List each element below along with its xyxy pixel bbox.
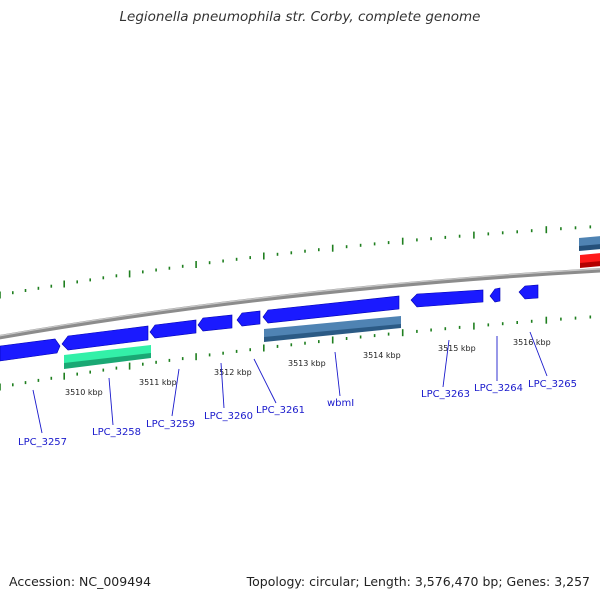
gene-lpc-3259-arrow[interactable]	[149, 319, 197, 339]
feature-red-right[interactable]	[580, 253, 600, 268]
gene-label-lpc-3257[interactable]: LPC_3257	[18, 437, 67, 448]
scale-label: 3513 kbp	[288, 359, 326, 368]
gene-wbmi-arrow[interactable]	[262, 295, 400, 324]
scale-label: 3515 kbp	[438, 344, 476, 353]
scale-label: 3510 kbp	[65, 388, 103, 397]
scale-label: 3516 kbp	[513, 338, 551, 347]
gc-skew-outer-ticks	[0, 225, 592, 299]
gene-lpc-3257-arrow[interactable]	[0, 338, 61, 362]
gene-lpc-3263-arrow[interactable]	[410, 289, 484, 308]
feature-steelblue-right[interactable]	[579, 236, 600, 251]
scale-label: 3514 kbp	[363, 351, 401, 360]
gene-labels: LPC_3257 LPC_3258 LPC_3259 LPC_3260 LPC_…	[18, 379, 577, 448]
gene-label-lpc-3261[interactable]: LPC_3261	[256, 405, 305, 416]
accession-text: Accession: NC_009494	[9, 574, 152, 589]
gene-lpc-3260-arrow[interactable]	[197, 314, 233, 332]
topology-text: Topology: circular; Length: 3,576,470 bp…	[246, 574, 590, 589]
cds-track	[0, 284, 539, 362]
gene-label-lpc-3263[interactable]: LPC_3263	[421, 389, 470, 400]
gene-label-wbmi[interactable]: wbmI	[327, 398, 354, 409]
genome-backbone-highlight	[0, 268, 600, 337]
gene-lpc-3261-arrow[interactable]	[236, 310, 261, 327]
gene-label-lpc-3265[interactable]: LPC_3265	[528, 379, 577, 390]
gene-label-leaders	[32, 331, 548, 434]
gc-skew-inner-ticks	[0, 315, 592, 391]
genome-backbone	[0, 268, 600, 340]
scale-labels: 3510 kbp 3511 kbp 3512 kbp 3513 kbp 3514…	[65, 338, 551, 397]
scale-label: 3512 kbp	[214, 368, 252, 377]
scale-label: 3511 kbp	[139, 378, 177, 387]
gene-label-lpc-3264[interactable]: LPC_3264	[474, 383, 523, 394]
gene-label-lpc-3258[interactable]: LPC_3258	[92, 427, 141, 438]
gene-label-lpc-3260[interactable]: LPC_3260	[204, 411, 253, 422]
genome-title: Legionella pneumophila str. Corby, compl…	[119, 9, 481, 25]
gene-label-lpc-3259[interactable]: LPC_3259	[146, 419, 195, 430]
gene-lpc-3258-arrow[interactable]	[61, 325, 149, 351]
gene-lpc-3264-arrow[interactable]	[489, 287, 501, 303]
feature-green-lpc-3258[interactable]	[64, 345, 151, 369]
feature-steelblue-wbmi[interactable]	[264, 316, 401, 342]
gene-lpc-3265-arrow[interactable]	[518, 284, 539, 300]
